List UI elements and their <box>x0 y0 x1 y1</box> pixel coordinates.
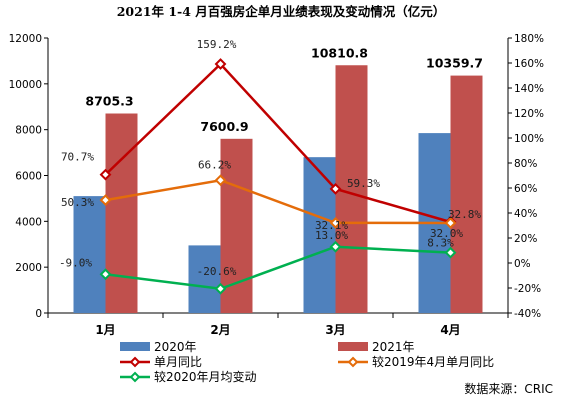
y2-tick-label: 140% <box>514 83 544 95</box>
legend-label: 较2019年4月单月同比 <box>372 354 494 369</box>
legend-label: 单月同比 <box>154 355 202 369</box>
legend-item: 2021年 <box>338 340 415 354</box>
legend-label: 较2020年月均变动 <box>154 369 257 384</box>
line-point <box>214 174 227 187</box>
line-series-1 <box>105 178 451 225</box>
bar-2020 <box>188 245 221 313</box>
y2-tick-label: 40% <box>514 208 537 220</box>
line-data-label: -9.0% <box>59 256 92 269</box>
chart-title: 2021年 1-4 月百强房企单月业绩表现及变动情况（亿元） <box>117 4 446 19</box>
legend-swatch <box>338 342 368 351</box>
y2-tick-label: 60% <box>514 183 537 195</box>
legend-item: 较2020年月均变动 <box>120 369 257 384</box>
x-tick-label: 3月 <box>325 323 345 337</box>
y-tick-label: 8000 <box>15 125 42 137</box>
line-point <box>444 217 457 229</box>
y2-tick-label: 100% <box>514 133 544 145</box>
line-data-label: 59.3% <box>347 177 380 190</box>
line-data-label: 13.0% <box>315 229 348 242</box>
line-data-label: 70.7% <box>61 151 94 164</box>
legend-marker <box>129 356 141 368</box>
line-data-label: 50.3% <box>61 196 94 209</box>
x-tick-label: 2月 <box>210 323 230 337</box>
legend-item: 较2019年4月单月同比 <box>338 354 494 369</box>
y-tick-label: 4000 <box>15 216 42 228</box>
line-data-label: -20.6% <box>197 265 237 278</box>
y-tick-label: 12000 <box>9 33 42 45</box>
line-data-label: 66.2% <box>198 158 231 171</box>
y2-tick-label: -40% <box>514 308 541 320</box>
y2-tick-label: 160% <box>514 58 544 70</box>
y-tick-label: 0 <box>35 308 42 320</box>
legend-label: 2020年 <box>154 340 197 354</box>
line-series-0 <box>104 62 451 224</box>
line-series-2 <box>105 245 451 291</box>
data-labels: 8705.3 7600.9 10810.8 10359.7 70.7% 159.2% 59.… <box>59 38 483 278</box>
line-point <box>329 216 342 229</box>
legend-label: 2021年 <box>372 340 415 354</box>
y2-tick-label: 120% <box>514 108 544 120</box>
axes: 0 2000 4000 6000 8000 10000 12000 -40% -20% 0% 20%… <box>9 33 544 337</box>
y2-tick-label: 0% <box>514 258 531 270</box>
line-point <box>329 240 342 253</box>
line-point <box>214 58 227 70</box>
x-tick-label: 1月 <box>95 323 115 337</box>
bar-data-label: 8705.3 <box>85 94 133 109</box>
bar-data-label: 10810.8 <box>311 45 368 60</box>
y2-tick-label: -20% <box>514 283 541 295</box>
x-tick-label: 4月 <box>440 323 460 337</box>
y-tick-label: 2000 <box>15 262 42 274</box>
line-point <box>99 168 112 181</box>
bar-2021 <box>105 113 138 313</box>
lines <box>99 58 457 295</box>
legend-marker <box>347 356 359 368</box>
bar-data-label: 7600.9 <box>200 119 248 134</box>
y2-tick-label: 180% <box>514 33 544 45</box>
line-data-label: 159.2% <box>197 38 237 51</box>
bar-2020 <box>73 196 106 313</box>
legend-item: 单月同比 <box>120 355 202 369</box>
legend-item: 2020年 <box>120 340 197 354</box>
line-point <box>99 268 112 281</box>
line-data-label: 32.8% <box>448 208 481 221</box>
line-data-label: 32.1% <box>315 219 348 232</box>
line-point <box>329 182 342 195</box>
y-tick-label: 10000 <box>9 79 42 91</box>
y-tick-label: 6000 <box>15 171 42 183</box>
bar-2021 <box>450 75 483 313</box>
y2-tick-label: 20% <box>514 233 537 245</box>
source-note: 数据来源：CRIC <box>464 381 553 396</box>
line-point <box>99 194 112 207</box>
bar-data-label: 10359.7 <box>426 56 483 71</box>
legend-marker <box>129 371 141 383</box>
legend-swatch <box>120 342 150 351</box>
y2-tick-label: 80% <box>514 158 537 170</box>
line-data-label: 8.3% <box>427 237 454 250</box>
line-data-label: 32.0% <box>430 227 463 240</box>
line-point <box>214 282 227 295</box>
bars <box>73 65 483 313</box>
line-point <box>444 246 457 259</box>
